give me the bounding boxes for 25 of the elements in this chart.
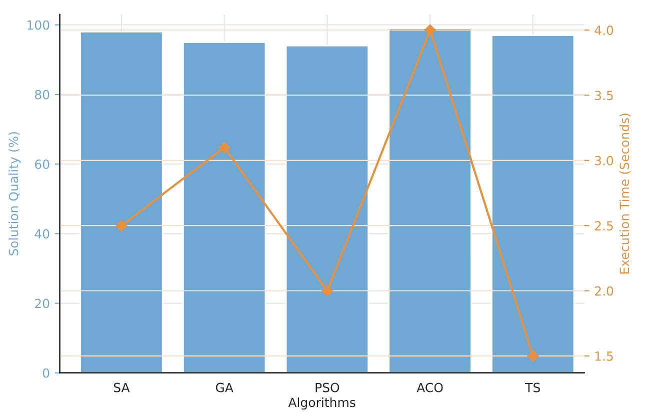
point: [322, 285, 333, 296]
x-tick-label: PSO: [316, 382, 340, 392]
y2-tick-label: 4.0: [594, 26, 614, 35]
y-tick-label: 40: [34, 229, 50, 239]
y-axis-title: Solution Quality (%): [8, 132, 21, 256]
y2-tick-label: 3.0: [594, 156, 614, 166]
point: [116, 220, 128, 232]
point: [527, 350, 538, 362]
y2-tick-label: 3.5: [594, 90, 613, 100]
x-tick-label: SA: [114, 382, 130, 392]
y-tick-label: 80: [34, 90, 50, 100]
y-tick-label: 60: [35, 160, 50, 169]
y2-tick-label: 2.0: [594, 286, 614, 296]
x-tick-label: TS: [525, 382, 540, 392]
x-tick-label: GA: [216, 382, 234, 392]
y2-tick-label: 1.5: [595, 352, 613, 361]
point: [218, 142, 230, 153]
point: [424, 24, 436, 36]
y-tick-label: 0: [42, 368, 50, 378]
y-tick-label: 100: [28, 20, 50, 30]
y-tick-label: 20: [35, 298, 50, 308]
x-axis-title: Algorithms: [288, 397, 356, 410]
y2-axis-title: Execution Time (Seconds): [619, 114, 631, 274]
x-tick-label: ACO: [416, 382, 443, 392]
y2-tick-label: 2.5: [594, 221, 613, 230]
